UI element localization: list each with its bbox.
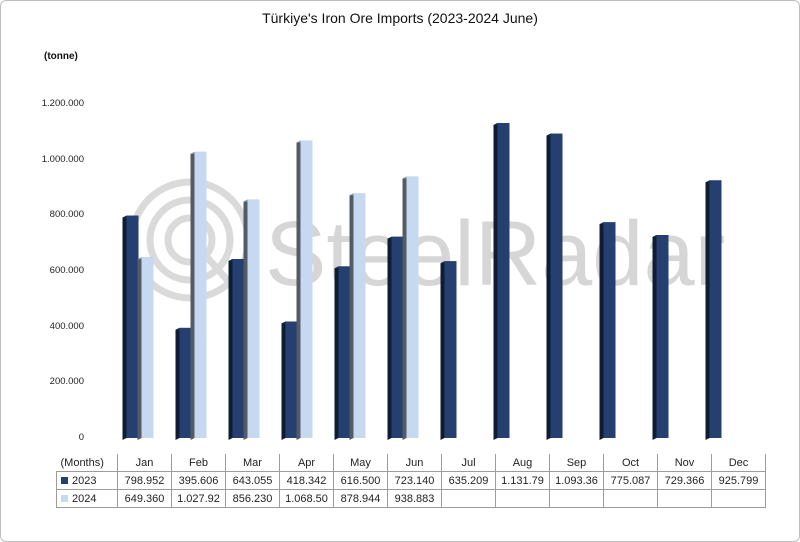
table-value-2024-mar: 856.230 (225, 489, 280, 508)
bar-2023-sep (546, 133, 563, 441)
table-value-2024-may: 878.944 (333, 489, 388, 508)
table-value-2023-feb: 395.606 (171, 471, 226, 490)
table-value-2023-nov: 729.366 (657, 471, 712, 490)
table-month-jul: Jul (441, 454, 496, 472)
table-month-jan: Jan (117, 454, 172, 472)
legend-swatch-2023 (61, 477, 68, 485)
legend-label-2023: 2023 (72, 474, 97, 487)
table-header-row: (Months) Jan Feb Mar Apr May Jun Jul Aug Sep Oct N… (56, 454, 766, 472)
bar-2023-jan (122, 215, 139, 440)
table-value-2024-jul (441, 489, 496, 508)
table-month-sep: Sep (549, 454, 604, 472)
table-value-2024-feb: 1.027.92 (171, 489, 226, 508)
table-month-may: May (333, 454, 388, 472)
y-tick-label: 400.000 (49, 320, 84, 332)
bar-2024-may (349, 193, 366, 440)
table-value-2023-oct: 775.087 (603, 471, 658, 490)
bar-2024-feb (190, 151, 207, 440)
table-value-2023-dec: 925.799 (711, 471, 766, 490)
table-month-aug: Aug (495, 454, 550, 472)
table-month-nov: Nov (657, 454, 712, 472)
bar-2024-mar (243, 199, 260, 440)
bar-2024-apr (296, 140, 313, 440)
legend-label-2024: 2024 (72, 492, 97, 505)
table-value-2024-sep (549, 489, 604, 508)
bar-2023-may (334, 266, 351, 440)
table-value-2023-jul: 635.209 (441, 471, 496, 490)
bar-2023-jul (440, 261, 457, 440)
bar-2024-jan (137, 257, 154, 440)
table-value-2023-apr: 418.342 (279, 471, 334, 490)
bar-2023-mar (228, 259, 245, 440)
legend-2023: 2023 (56, 471, 118, 490)
bar-2023-feb (175, 327, 192, 440)
table-month-jun: Jun (387, 454, 442, 472)
table-month-dec: Dec (711, 454, 766, 472)
data-table: (Months) Jan Feb Mar Apr May Jun Jul Aug Sep Oct N… (56, 454, 766, 508)
y-tick-label: 200.000 (49, 376, 84, 388)
y-tick-label: 0 (78, 432, 84, 443)
table-value-2024-dec (711, 489, 766, 508)
table-value-2024-jun: 938.883 (387, 489, 442, 508)
legend-2024: 2024 (56, 489, 118, 508)
table-month-oct: Oct (603, 454, 658, 472)
table-row-2024: 2024 649.360 1.027.92 856.230 1.068.50 878.9… (56, 489, 766, 508)
table-value-2023-jan: 798.952 (117, 471, 172, 490)
bar-2023-apr (281, 321, 298, 440)
bar-2023-jun (387, 236, 404, 440)
table-value-2023-aug: 1.131.79 (495, 471, 550, 490)
y-tick-label: 1.000.000 (41, 153, 84, 165)
legend-swatch-2024 (61, 495, 68, 503)
table-value-2024-nov (657, 489, 712, 508)
steelradar-watermark: SteelRadar (128, 178, 725, 305)
table-value-2024-jan: 649.360 (117, 489, 172, 508)
bar-2024-jun (402, 176, 419, 441)
y-tick-label: 600.000 (49, 265, 84, 276)
table-value-2024-aug (495, 489, 550, 508)
table-month-mar: Mar (225, 454, 280, 472)
y-tick-label: 800.000 (49, 209, 84, 221)
bar-2023-dec (705, 180, 722, 440)
table-value-2023-mar: 643.055 (225, 471, 280, 490)
bar-2023-oct (599, 222, 616, 440)
table-value-2023-jun: 723.140 (387, 471, 442, 490)
chart-title: Türkiye's Iron Ore Imports (2023-2024 Ju… (262, 10, 538, 26)
table-row-2023: 2023 798.952 395.606 643.055 418.342 616.500… (56, 471, 766, 490)
bar-2023-aug (493, 122, 510, 441)
table-header-label: (Months) (56, 454, 118, 472)
table-month-apr: Apr (279, 454, 334, 472)
table-value-2024-apr: 1.068.50 (279, 489, 334, 508)
y-tick-label: 1.200.000 (41, 98, 84, 109)
table-month-feb: Feb (171, 454, 226, 472)
y-axis-unit: (tonne) (44, 51, 78, 62)
table-value-2024-oct (603, 489, 658, 508)
table-value-2023-may: 616.500 (333, 471, 388, 490)
table-value-2023-sep: 1.093.36 (549, 471, 604, 490)
bar-2023-nov (652, 234, 669, 440)
